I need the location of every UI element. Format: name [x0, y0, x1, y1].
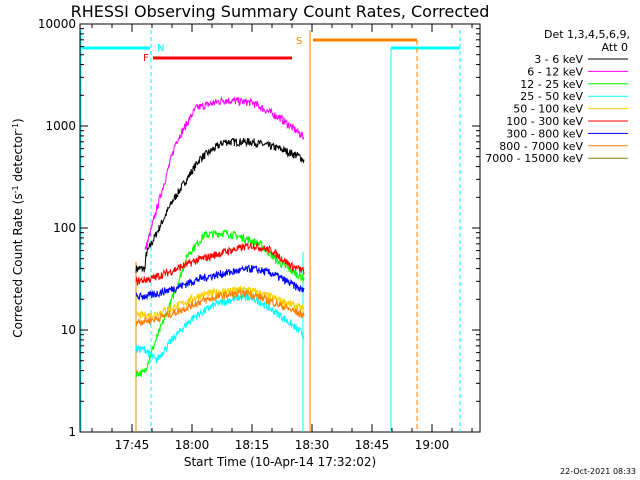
flag-label: S: [296, 36, 302, 47]
series-line-1: [144, 95, 305, 250]
x-tick-label: 18:00: [175, 438, 210, 452]
legend-header-line2: Att 0: [602, 41, 628, 54]
series-line-6: [135, 264, 305, 301]
flag-label: N: [157, 43, 164, 54]
legend-entry-label: 300 - 800 keV: [506, 127, 583, 140]
x-tick-label: 18:15: [235, 438, 270, 452]
legend-entry-label: 100 - 300 keV: [506, 115, 583, 128]
flags-layer: NF S: [80, 30, 461, 432]
series-line-0: [135, 137, 305, 273]
series-line-3: [135, 293, 305, 364]
legend-header-line1: Det 1,3,4,5,6,9,: [544, 28, 630, 41]
y-tick-label: 1000: [45, 119, 76, 133]
legend-entry-label: 25 - 50 keV: [520, 90, 583, 103]
x-tick-label: 18:30: [295, 438, 330, 452]
x-tick-label: 19:00: [415, 438, 450, 452]
y-tick-label: 10: [61, 323, 76, 337]
legend-entry-label: 800 - 7000 keV: [499, 140, 583, 153]
x-tick-label: 17:45: [115, 438, 150, 452]
y-axis-label: Corrected Count Rate (s-1 detector-1): [11, 118, 26, 337]
series-line-2: [135, 229, 305, 377]
legend-entry-label: 7000 - 15000 keV: [485, 152, 583, 165]
flag-label: F: [143, 53, 149, 64]
chart-title: RHESSI Observing Summary Count Rates, Co…: [71, 2, 490, 21]
x-axis: 17:45 18:00 18:15 18:30 18:45 19:00: [91, 24, 473, 452]
series-layer: [135, 95, 305, 377]
legend-entry-label: 50 - 100 keV: [513, 103, 583, 116]
x-tick-label: 18:45: [355, 438, 390, 452]
legend-entry-label: 3 - 6 keV: [534, 53, 583, 66]
legend-entry-label: 6 - 12 keV: [527, 65, 583, 78]
legend-entry-label: 12 - 25 keV: [520, 78, 583, 91]
series-line-7: [135, 288, 305, 327]
plot-area: [79, 23, 481, 433]
plot-frame: [79, 23, 481, 433]
footer-date: 22-Oct-2021 08:33: [560, 467, 636, 476]
x-axis-label: Start Time (10-Apr-14 17:32:02): [184, 455, 376, 469]
y-axis: 1 10 100 1000 10000: [38, 17, 480, 439]
y-tick-label: 1: [68, 425, 76, 439]
series-line-5: [135, 242, 305, 287]
y-tick-label: 100: [53, 221, 76, 235]
y-tick-label: 10000: [38, 17, 76, 31]
